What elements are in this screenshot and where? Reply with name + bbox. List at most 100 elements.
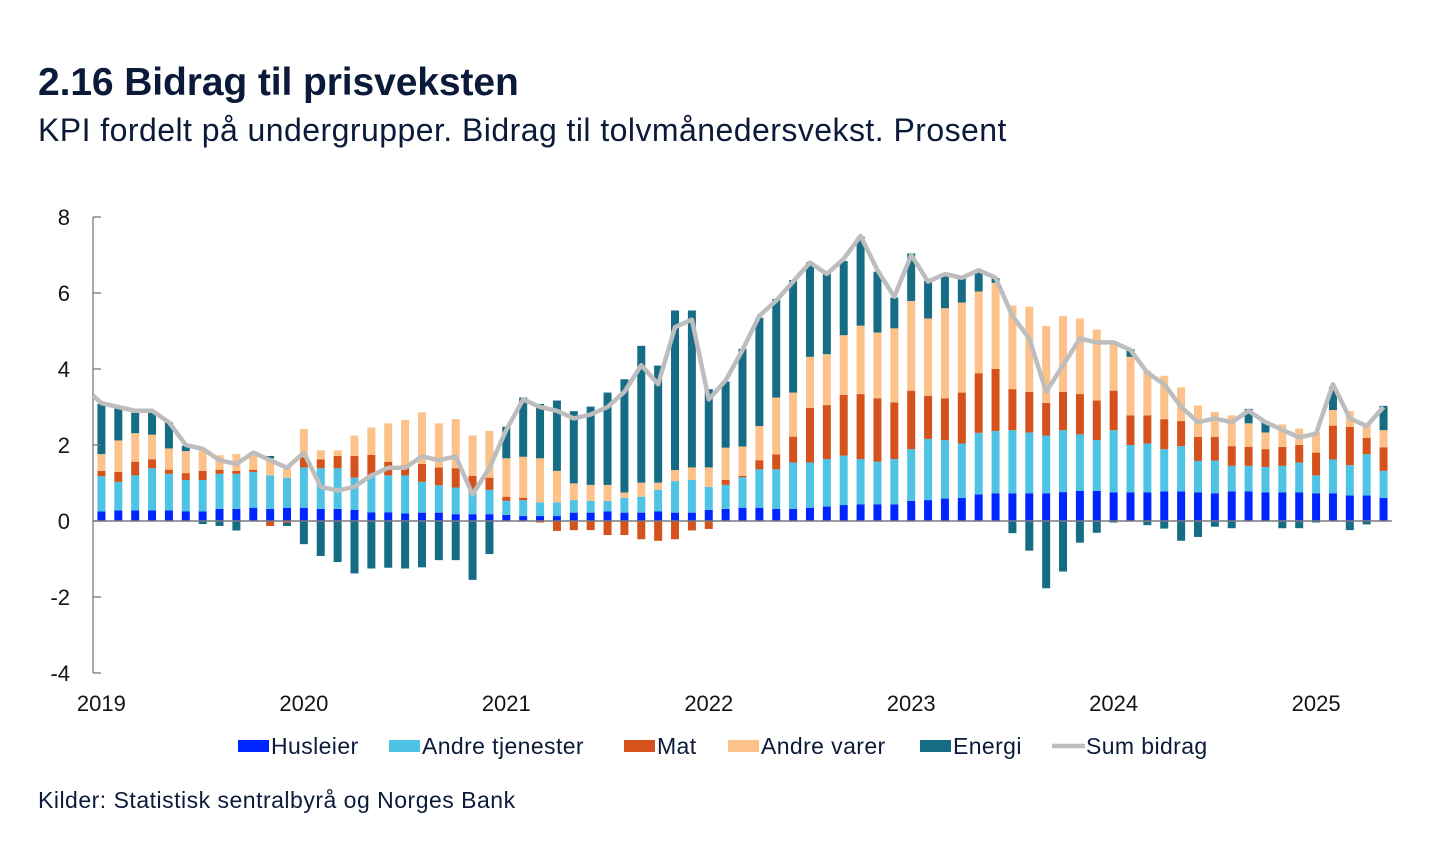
bar-husleier-2023-10 [1059,492,1068,521]
bar-husleier-2021-11 [671,512,680,521]
bar-andre-varer-2024-09 [1244,423,1253,447]
bar-husleier-2022-11 [873,504,882,521]
bar-husleier-2019-11 [266,508,275,521]
legend-swatch-husleier [238,740,269,752]
bar-energi-2022-12 [890,297,899,329]
bar-andre-varer-2025-05 [1379,430,1388,448]
bar-husleier-2021-02 [519,516,528,521]
legend-item-energi: Energi [920,733,1021,759]
bar-mat-2020-09 [434,467,443,486]
bar-husleier-2023-05 [974,494,983,521]
bar-andre-tjenester-2024-08 [1227,465,1236,492]
bar-andre-varer-2020-06 [384,423,393,462]
bar-husleier-2022-01 [704,509,713,521]
bar-andre-tjenester-2023-04 [957,443,966,498]
bar-mat-2020-08 [417,464,426,482]
bar-energi-2022-09 [839,261,848,336]
bar-energi-2019-09 [232,521,241,531]
bar-husleier-2023-09 [1042,493,1051,521]
x-tick-label: 2025 [1292,691,1341,716]
x-tick-label: 2020 [279,691,328,716]
bar-andre-tjenester-2023-11 [1075,434,1084,491]
bar-andre-varer-2024-11 [1278,424,1287,447]
bar-andre-tjenester-2024-07 [1210,460,1219,494]
bar-andre-tjenester-2019-04 [148,468,157,511]
bar-energi-2022-08 [822,273,831,355]
source-note: Kilder: Statistisk sentralbyrå og Norges… [38,787,516,813]
bar-mat-2023-05 [974,373,983,433]
legend-item-andre-varer: Andre varer [728,733,885,759]
bar-andre-tjenester-2019-03 [131,475,140,511]
bar-andre-varer-2021-03 [536,458,545,503]
bar-andre-varer-2023-03 [940,308,949,399]
bar-andre-varer-2019-04 [148,434,157,460]
bar-mat-2020-11 [468,475,477,494]
bar-mat-2019-02 [114,471,123,482]
bar-andre-varer-2023-05 [974,291,983,374]
bar-energi-2024-11 [1278,521,1287,529]
y-tick-label: 2 [58,433,70,458]
bar-mat-2019-09 [232,470,241,474]
bar-andre-tjenester-2021-03 [536,502,545,517]
bar-mat-2023-04 [957,392,966,444]
bar-andre-tjenester-2024-09 [1244,465,1253,492]
bar-mat-2025-02 [1328,425,1337,460]
bar-andre-varer-2020-02 [316,450,325,460]
bar-mat-2024-10 [1261,449,1270,468]
bar-andre-tjenester-2025-04 [1362,454,1371,496]
bar-mat-2023-03 [940,398,949,441]
bar-energi-2025-04 [1362,521,1371,525]
bar-energi-2021-03 [536,403,545,459]
bar-andre-tjenester-2024-05 [1177,446,1186,492]
legend-label-andre-tjenester: Andre tjenester [422,733,584,759]
bar-husleier-2022-09 [839,505,848,521]
bar-mat-2023-11 [1075,394,1084,435]
bar-energi-2020-10 [451,521,460,561]
bar-energi-2019-12 [283,522,292,526]
bar-andre-varer-2025-02 [1328,410,1337,426]
bar-energi-2024-06 [1193,521,1202,537]
bar-husleier-2020-06 [384,512,393,521]
bar-andre-varer-2023-07 [1008,305,1017,390]
bar-energi-2024-04 [1160,521,1169,529]
bar-mat-2020-05 [367,454,376,476]
x-tick-labels: 2019 2020 2021 2022 2023 2024 2025 [77,691,1341,716]
bar-husleier-2020-01 [299,507,308,521]
bar-andre-varer-2024-04 [1160,375,1169,420]
bar-andre-tjenester-2020-06 [384,475,393,513]
bar-andre-tjenester-2020-07 [401,475,410,514]
bar-andre-varer-2021-05 [569,483,578,501]
bar-energi-2024-08 [1227,521,1236,529]
bar-mat-2025-05 [1379,447,1388,471]
bar-andre-tjenester-2025-02 [1328,459,1337,494]
bar-husleier-2021-01 [502,514,511,521]
bar-mat-2023-10 [1059,391,1068,431]
bar-husleier-2023-03 [940,498,949,521]
bar-andre-varer-2023-02 [924,318,933,396]
bar-husleier-2019-01 [97,511,106,521]
bar-andre-varer-2022-03 [738,446,747,476]
bar-husleier-2024-05 [1177,491,1186,521]
bar-energi-2020-11 [468,521,477,580]
bar-energi-2019-06 [181,445,190,452]
bar-andre-tjenester-2024-02 [1126,445,1135,493]
bar-husleier-2022-07 [805,507,814,521]
bar-andre-varer-2020-04 [350,435,359,457]
bar-andre-varer-2024-03 [1143,370,1152,416]
bar-andre-varer-2019-02 [114,440,123,472]
legend-swatch-andre-varer [728,740,759,752]
bar-andre-varer-2021-08 [620,492,629,498]
bar-andre-varer-2021-09 [637,482,646,497]
bar-andre-varer-2020-09 [434,423,443,468]
bar-mat-2019-10 [249,469,258,472]
bar-mat-2021-11 [671,521,680,540]
bar-energi-2025-05 [1379,405,1388,431]
bar-husleier-2020-10 [451,514,460,521]
bar-husleier-2020-09 [434,512,443,521]
bar-husleier-2019-12 [283,507,292,521]
bar-husleier-2019-06 [181,511,190,521]
bar-energi-2020-12 [485,521,494,555]
bar-husleier-2021-04 [552,516,561,521]
bar-husleier-2022-10 [856,504,865,521]
